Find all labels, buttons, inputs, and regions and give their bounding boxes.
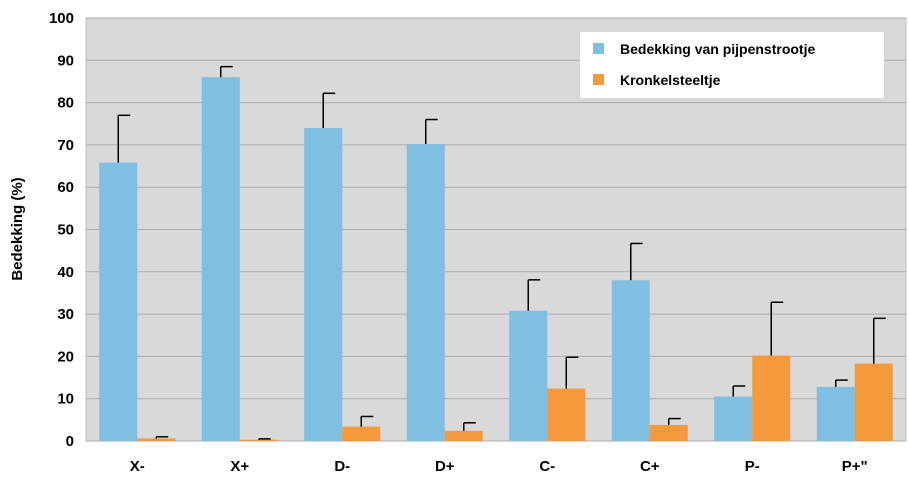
x-tick-label: D- [334,458,350,475]
y-tick-label: 20 [57,348,74,365]
bar-series-1 [99,162,138,441]
x-tick-label: P- [745,458,760,475]
legend-label-series-2: Kronkelsteeltje [620,72,721,88]
y-tick-label: 10 [57,391,74,408]
y-tick-label: 40 [57,264,74,281]
bar-series-1 [304,127,343,441]
bar-series-2 [649,424,688,441]
y-axis-title: Bedekking (%) [9,177,26,280]
bar-series-1 [816,386,855,441]
bar-series-1 [714,396,753,441]
legend: Bedekking van pijpenstrootje Kronkelstee… [580,32,884,98]
y-tick-label: 60 [57,179,74,196]
x-tick-label: C+ [640,458,660,475]
bar-series-2 [444,430,483,441]
x-tick-labels: X- X+ D- D+ C- C+ P- P+" [130,458,868,475]
bar-series-2 [342,426,381,441]
bar-series-1 [201,77,240,441]
y-tick-label: 80 [57,95,74,112]
x-tick-label: P+" [842,458,868,475]
error-bars [117,65,886,440]
y-tick-label: 30 [57,306,74,323]
x-tick-label: C- [539,458,555,475]
bar-series-1 [406,144,445,441]
y-tick-label: 50 [57,222,74,239]
bar-series-2 [239,439,278,441]
bar-series-2 [752,355,791,441]
y-tick-label: 90 [57,52,74,69]
bar-series-2 [137,438,176,441]
y-tick-labels: 0 10 20 30 40 50 60 70 80 90 100 [49,10,74,450]
y-tick-label: 70 [57,137,74,154]
legend-label-series-1: Bedekking van pijpenstrootje [620,41,815,57]
bar-series-2 [854,363,893,441]
legend-box [580,32,884,98]
bar-series-1 [509,310,548,441]
x-tick-label: X- [130,458,145,475]
y-tick-label: 100 [49,10,74,27]
bar-series-1 [611,280,650,441]
legend-swatch-series-2 [593,74,604,85]
legend-swatch-series-1 [593,43,604,54]
bar-series-2 [547,388,586,441]
y-tick-label: 0 [66,433,74,450]
x-tick-label: D+ [435,458,455,475]
bars [99,77,893,441]
x-tick-label: X+ [230,458,249,475]
